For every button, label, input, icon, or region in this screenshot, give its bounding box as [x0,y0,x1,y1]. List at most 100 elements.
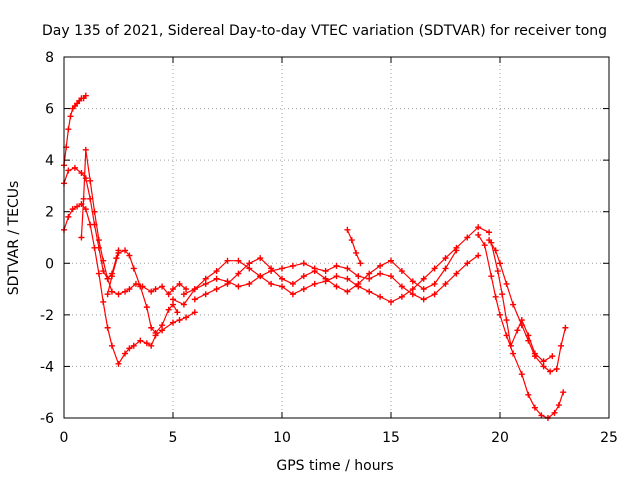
data-point-plus [300,260,307,267]
data-point-plus [398,293,405,300]
data-point-plus [132,280,139,287]
data-point-plus [333,283,340,290]
chart-title: Day 135 of 2021, Sidereal Day-to-day VTE… [42,23,607,39]
data-point-plus [499,291,506,298]
data-point-plus [268,280,275,287]
data-point-plus [170,296,176,303]
data-point-plus [488,273,495,280]
data-point-plus [126,345,133,352]
data-point-plus [95,270,102,277]
data-point-plus [82,146,89,153]
data-point-plus [475,224,482,231]
data-point-plus [159,322,166,329]
data-point-plus [377,262,384,269]
data-point-plus [69,206,76,213]
x-tick-label: 10 [273,430,291,446]
data-point-plus [300,273,307,280]
data-point-plus [91,208,98,215]
data-point-plus [104,324,111,331]
data-point-plus [475,231,482,238]
data-point-plus [525,332,532,339]
data-point-plus [431,291,438,298]
data-point-plus [540,363,547,370]
data-point-plus [344,226,351,233]
x-tick-label: 0 [60,430,69,446]
data-point-plus [235,283,242,290]
data-point-plus [547,368,554,375]
data-point-plus [322,275,329,282]
data-point-plus [257,273,264,280]
data-point-plus [108,288,115,295]
data-point-plus [170,286,176,293]
data-point-plus [67,113,74,120]
data-point-plus [518,371,525,378]
series-trace [488,239,567,373]
series-track-5 [104,247,181,336]
data-point-plus [420,275,427,282]
x-tick-label: 5 [169,430,178,446]
data-point-plus [409,291,416,298]
series-track-9 [344,226,364,267]
data-point-plus [333,262,340,269]
data-point-plus [503,280,510,287]
data-point-plus [540,358,547,365]
data-point-plus [224,280,231,287]
data-point-plus [224,257,231,264]
data-point-plus [126,286,133,293]
data-point-plus [202,280,209,287]
data-point-plus [95,237,102,244]
data-point-plus [464,234,471,241]
data-point-plus [122,288,129,295]
data-point-plus [202,291,209,298]
data-point-plus [65,167,72,174]
data-point-plus [497,260,503,267]
data-point-plus [289,291,296,298]
data-point-plus [74,203,81,210]
x-axis-label: GPS time / hours [276,458,393,474]
data-point-plus [104,275,111,282]
data-point-plus [289,262,296,269]
data-point-plus [126,252,133,259]
data-point-plus [549,353,556,360]
data-point-plus [246,280,253,287]
data-point-plus [322,268,329,275]
y-tick-label: 8 [45,50,54,66]
data-point-plus [78,170,85,177]
data-point-plus [431,280,438,287]
data-point-plus [180,291,187,298]
data-point-plus [191,309,198,316]
data-point-plus [525,391,532,398]
data-point-plus [100,298,107,305]
data-point-plus [213,275,220,282]
data-point-plus [475,252,482,259]
data-point-plus [551,409,558,416]
data-point-plus [420,296,427,303]
series-track-4 [78,146,190,298]
data-point-plus [65,126,72,133]
data-point-plus [355,280,362,287]
data-point-plus [108,273,115,280]
data-point-plus [279,283,285,290]
series-track-11 [486,237,569,375]
data-point-plus [442,255,449,262]
grid-layer [64,57,609,418]
data-point-plus [492,293,499,300]
data-point-plus [174,309,181,316]
data-point-plus [80,195,87,202]
series-track-1 [61,92,89,169]
data-point-plus [91,244,98,251]
series-track-6 [170,224,493,308]
data-point-plus [366,288,373,295]
data-point-plus [353,249,360,256]
data-point-plus [486,229,493,236]
data-point-plus [510,350,517,357]
data-point-plus [398,283,405,290]
y-tick-label: 0 [45,256,54,272]
data-point-plus [148,288,155,295]
y-tick-label: -2 [40,308,54,324]
x-tick-label: 20 [491,430,509,446]
data-point-plus [137,337,144,344]
data-point-plus [191,286,198,293]
data-point-plus [555,402,562,409]
